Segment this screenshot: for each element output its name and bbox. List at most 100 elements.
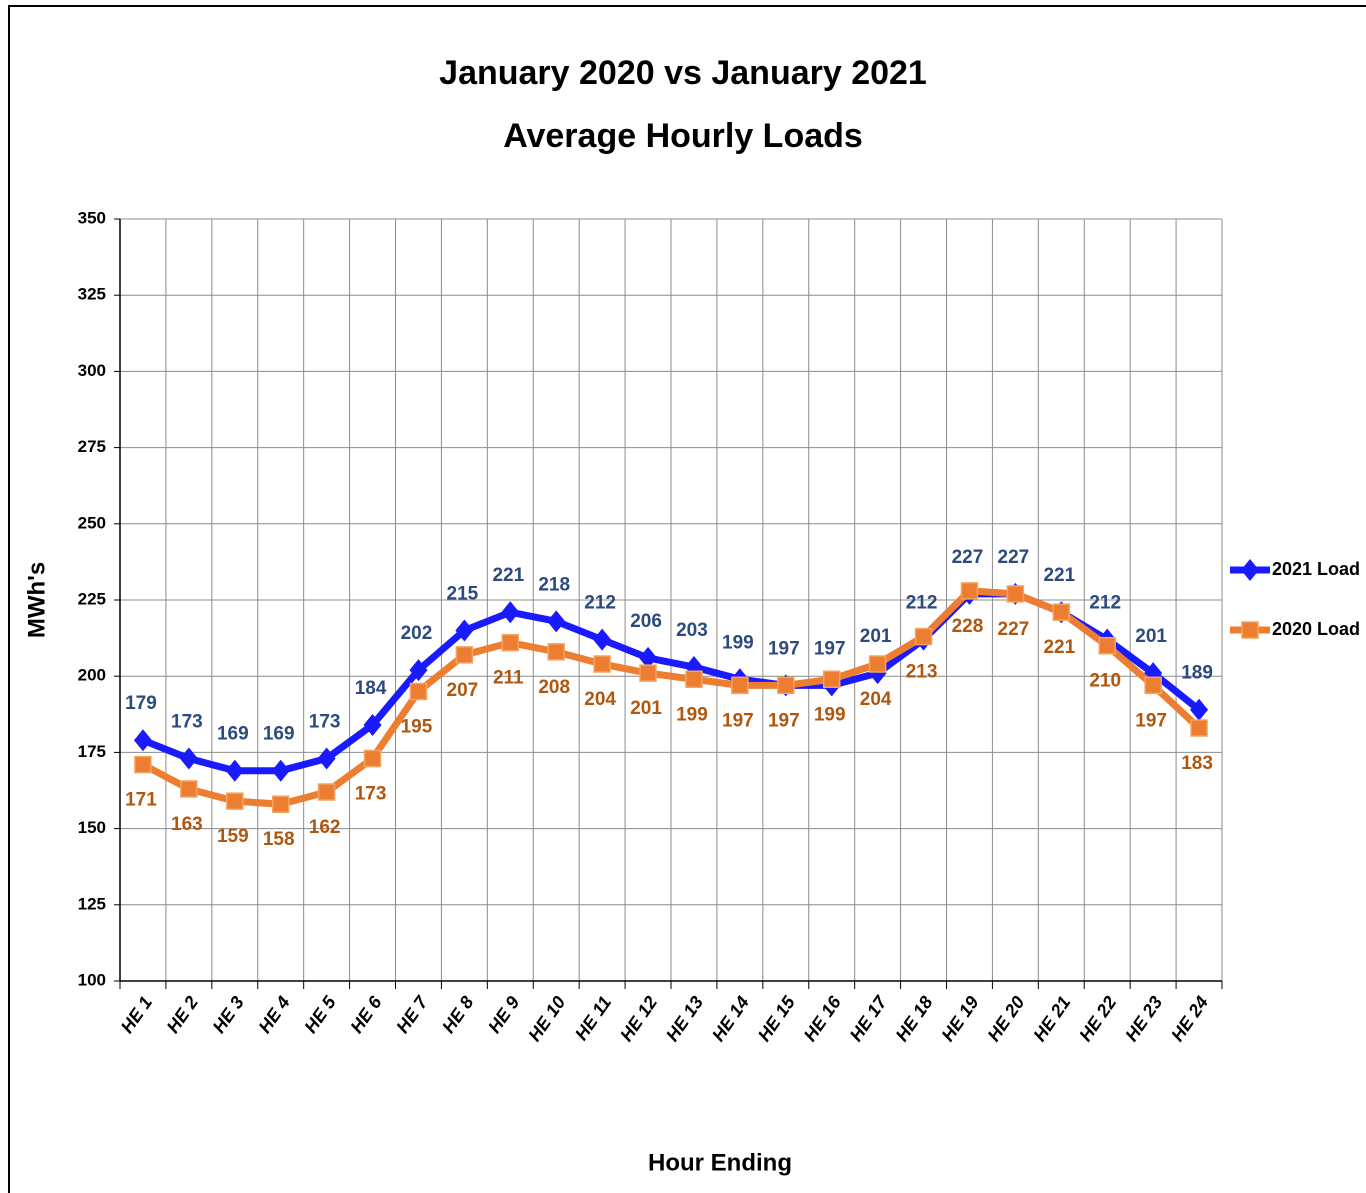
data-label: 227	[952, 547, 984, 568]
data-label: 207	[447, 680, 479, 701]
data-point	[868, 655, 887, 673]
data-label: 208	[538, 677, 570, 698]
data-label: 197	[814, 638, 846, 659]
data-label: 221	[492, 565, 524, 586]
data-point	[409, 682, 428, 701]
x-tick-label: HE 10	[524, 993, 569, 1045]
legend-marker	[1241, 621, 1259, 639]
data-point	[822, 670, 841, 688]
data-label: 159	[217, 826, 249, 847]
x-tick-label: HE 24	[1167, 993, 1212, 1045]
x-tick-label: HE 9	[484, 993, 523, 1037]
x-tick-label: HE 11	[571, 993, 615, 1044]
data-point	[1190, 719, 1208, 737]
legend-label: 2020 Load	[1272, 619, 1360, 639]
legend-label: 2021 Load	[1272, 559, 1360, 579]
data-point	[1098, 636, 1116, 655]
data-label: 173	[171, 712, 203, 733]
data-point	[271, 759, 290, 782]
data-label: 173	[309, 712, 341, 733]
data-label: 171	[125, 790, 157, 811]
data-label: 201	[1135, 626, 1167, 647]
x-tick-label: HE 1	[117, 993, 156, 1037]
data-label: 184	[355, 678, 387, 699]
data-label: 197	[768, 710, 800, 731]
data-point	[777, 676, 795, 695]
data-point	[593, 628, 612, 651]
data-label: 201	[630, 698, 662, 719]
data-label: 183	[1181, 753, 1213, 774]
data-point	[317, 747, 336, 770]
data-point	[501, 601, 520, 624]
data-label: 203	[676, 620, 708, 641]
x-axis-title: Hour Ending	[648, 1149, 792, 1176]
x-tick-label: HE 7	[392, 992, 432, 1037]
data-point	[225, 759, 244, 782]
x-tick-label: HE 19	[938, 993, 983, 1045]
data-point	[363, 749, 382, 768]
x-tick-label: HE 23	[1121, 993, 1166, 1045]
chart-title: January 2020 vs January 2021	[439, 54, 927, 92]
x-tick-label: HE 17	[846, 992, 892, 1045]
x-tick-label: HE 13	[662, 993, 707, 1045]
data-point	[409, 659, 428, 682]
y-tick-label: 100	[78, 970, 106, 989]
data-label: 211	[493, 668, 524, 689]
data-label: 162	[309, 817, 341, 838]
x-tick-label: HE 12	[616, 993, 661, 1045]
data-point	[960, 582, 979, 600]
data-point	[731, 676, 749, 695]
x-tick-label: HE 8	[438, 993, 477, 1037]
data-label: 212	[584, 593, 616, 614]
data-point	[593, 655, 611, 673]
data-label: 227	[998, 619, 1030, 640]
data-point	[914, 627, 933, 646]
data-label: 221	[1043, 637, 1075, 658]
data-point	[180, 780, 198, 798]
data-point	[317, 783, 336, 801]
data-point	[271, 795, 290, 813]
x-tick-label: HE 4	[255, 993, 294, 1037]
data-label: 173	[355, 784, 387, 805]
x-tick-label: HE 22	[1075, 993, 1120, 1045]
data-label: 197	[1135, 710, 1167, 731]
data-label: 228	[952, 616, 984, 637]
x-tick-label: HE 3	[209, 993, 248, 1037]
data-point	[1190, 698, 1209, 721]
data-point	[134, 755, 152, 774]
data-label: 221	[1043, 565, 1075, 586]
y-tick-label: 225	[78, 589, 106, 608]
x-tick-label: HE 20	[983, 993, 1028, 1045]
data-label: 204	[584, 689, 616, 710]
data-label: 158	[263, 829, 295, 850]
data-label: 212	[906, 593, 938, 614]
data-label: 199	[814, 704, 846, 725]
data-label: 189	[1181, 663, 1213, 684]
data-label: 210	[1089, 671, 1121, 692]
y-tick-label: 200	[78, 666, 106, 685]
y-tick-label: 125	[78, 894, 106, 913]
data-point	[455, 646, 474, 664]
legend-marker	[1241, 559, 1259, 581]
chart-subtitle: Average Hourly Loads	[503, 117, 863, 155]
data-label: 195	[401, 716, 433, 737]
x-tick-label: HE 6	[346, 992, 386, 1037]
data-label: 218	[538, 574, 570, 595]
x-tick-label: HE 2	[163, 993, 202, 1037]
data-point	[547, 610, 566, 633]
x-tick-label: HE 15	[754, 992, 800, 1045]
y-tick-label: 150	[78, 818, 106, 837]
data-point	[133, 729, 152, 752]
x-tick-label: HE 18	[892, 993, 937, 1045]
data-point	[1144, 676, 1162, 695]
data-label: 197	[768, 638, 800, 659]
x-tick-label: HE 14	[708, 993, 753, 1045]
data-label: 163	[171, 814, 203, 835]
data-label: 199	[676, 704, 708, 725]
data-point	[455, 619, 474, 642]
data-label: 201	[860, 626, 892, 647]
data-point	[685, 670, 703, 688]
data-label: 204	[860, 689, 892, 710]
x-tick-label: HE 16	[800, 992, 846, 1045]
data-point	[501, 633, 520, 652]
